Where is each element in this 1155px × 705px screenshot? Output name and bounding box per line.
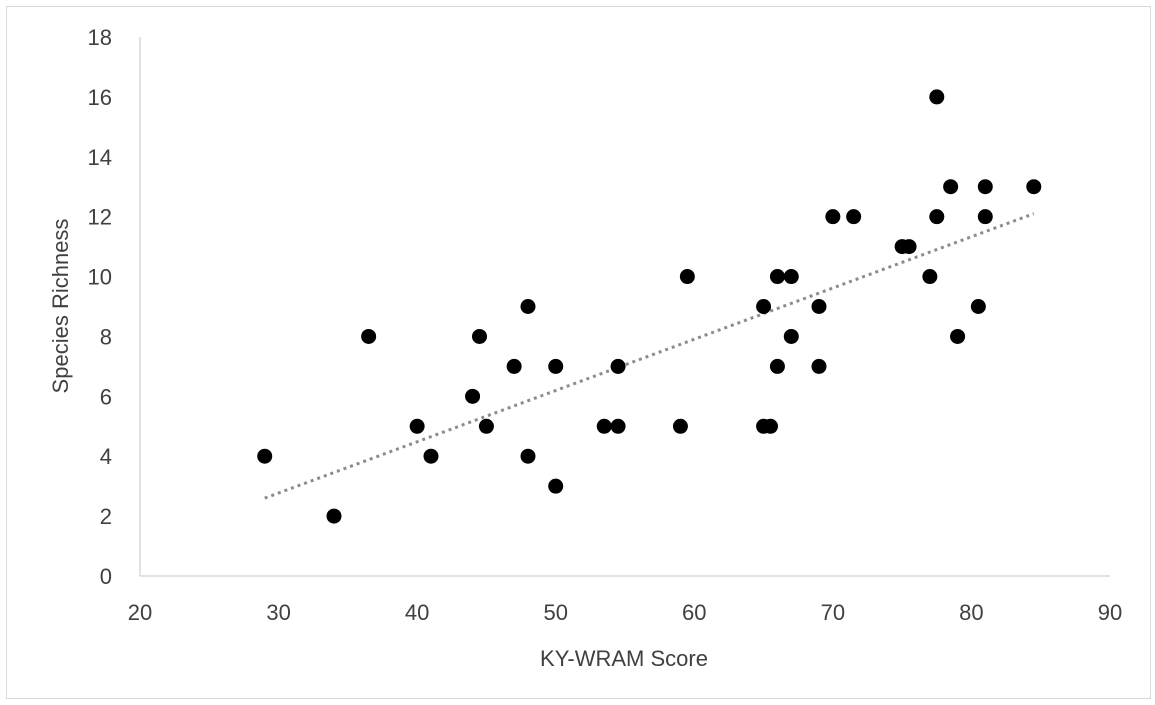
y-tick-label: 10 [88, 265, 112, 290]
x-tick-labels: 20 30 40 50 60 70 80 90 [128, 600, 1122, 625]
trendline [264, 212, 1035, 500]
x-tick-label: 80 [959, 600, 983, 625]
y-tick-label: 2 [100, 504, 112, 529]
y-tick-label: 8 [100, 324, 112, 349]
y-tick-label: 12 [88, 205, 112, 230]
data-point [679, 269, 695, 285]
data-point [901, 239, 917, 255]
data-point [672, 418, 688, 434]
y-tick-label: 6 [100, 384, 112, 409]
axes [139, 37, 1110, 577]
data-point [1026, 179, 1042, 195]
x-tick-label: 70 [821, 600, 845, 625]
data-point [977, 179, 993, 195]
data-point [846, 209, 862, 225]
data-point [977, 209, 993, 225]
data-point [326, 508, 342, 524]
data-point [922, 269, 938, 285]
x-tick-label: 50 [543, 600, 567, 625]
data-point [596, 418, 612, 434]
y-tick-label: 14 [88, 145, 112, 170]
x-tick-label: 90 [1098, 600, 1122, 625]
data-point [763, 418, 778, 434]
data-point [970, 299, 986, 314]
x-axis-title: KY-WRAM Score [540, 646, 708, 671]
data-point [811, 299, 827, 314]
chart-frame [6, 6, 1151, 699]
data-point [756, 299, 772, 314]
y-tick-label: 4 [100, 444, 112, 469]
x-tick-label: 20 [128, 600, 152, 625]
trendline-group [264, 212, 1035, 500]
data-point [950, 328, 966, 344]
data-point [783, 328, 799, 344]
data-point [769, 269, 785, 285]
data-point [423, 448, 439, 464]
data-point [257, 448, 273, 464]
y-tick-labels: 0 2 4 6 8 10 12 14 16 18 [88, 25, 112, 589]
y-tick-label: 0 [100, 564, 112, 589]
data-point [361, 328, 377, 344]
y-tick-label: 18 [88, 25, 112, 50]
data-point [929, 89, 945, 105]
data-point [409, 418, 425, 434]
x-tick-label: 60 [682, 600, 706, 625]
data-point [811, 358, 827, 374]
y-axis-title: Species Richness [48, 219, 73, 394]
data-point [478, 418, 494, 434]
data-point [472, 328, 487, 344]
data-point [769, 358, 785, 374]
data-point [465, 388, 481, 404]
data-point [943, 179, 959, 195]
data-point [548, 358, 564, 374]
data-point [548, 478, 564, 494]
data-point [929, 209, 945, 225]
y-tick-label: 16 [88, 85, 112, 110]
data-point [825, 209, 841, 225]
data-point [520, 448, 536, 464]
data-point [610, 418, 626, 434]
x-tick-label: 30 [266, 600, 290, 625]
data-point [520, 299, 536, 314]
data-points [257, 89, 1042, 524]
data-point [506, 358, 522, 374]
data-point [610, 358, 626, 374]
x-tick-label: 40 [405, 600, 429, 625]
data-point [783, 269, 799, 285]
